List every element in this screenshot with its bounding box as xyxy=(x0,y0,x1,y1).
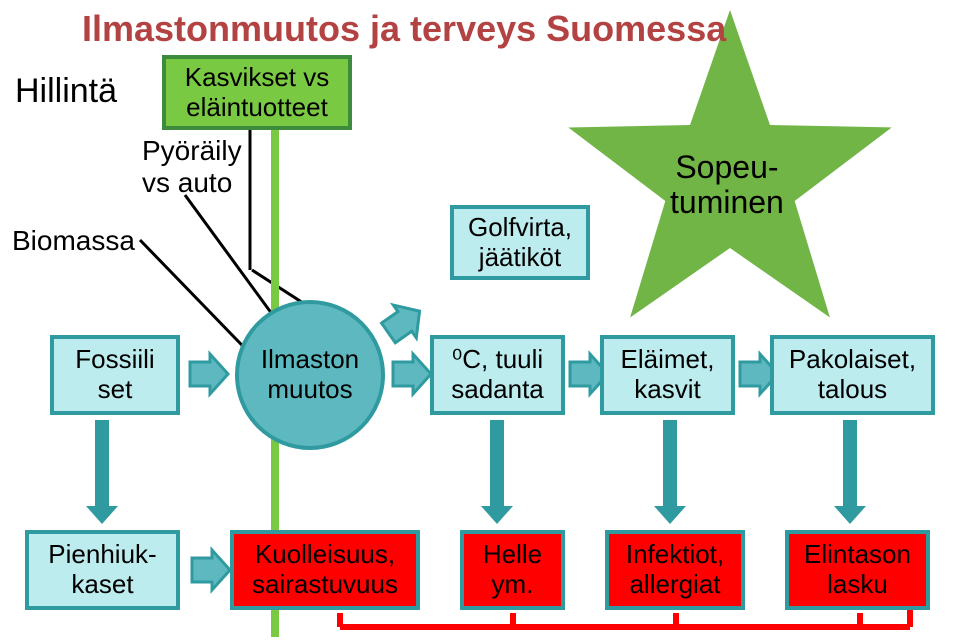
box-golfvirta: Golfvirta, jäätiköt xyxy=(450,205,590,280)
label-biomassa: Biomassa xyxy=(12,225,135,257)
box-tuuli: ⁰C, tuuli sadanta xyxy=(430,335,565,415)
box-pienhiukkaset: Pienhiuk- kaset xyxy=(25,530,180,610)
box-elaimet: Eläimet, kasvit xyxy=(600,335,735,415)
box-fossiili: Fossiili set xyxy=(50,335,180,415)
box-infektiot: Infektiot, allergiat xyxy=(605,530,745,610)
page-title: Ilmastonmuutos ja terveys Suomessa xyxy=(82,8,726,50)
label-pyoraily: Pyöräily vs auto xyxy=(142,135,242,199)
box-pakolaiset: Pakolaiset, talous xyxy=(770,335,935,415)
box-helle: Helle ym. xyxy=(460,530,565,610)
star-label: Sopeu- tuminen xyxy=(670,150,784,220)
label-hillinta: Hillintä xyxy=(15,72,117,111)
circle-ilmaston: Ilmaston muutos xyxy=(235,300,385,450)
box-kuolleisuus: Kuolleisuus, sairastuvuus xyxy=(230,530,420,610)
box-kasvikset: Kasvikset vs eläintuotteet xyxy=(162,55,352,130)
box-elintason: Elintason lasku xyxy=(785,530,930,610)
